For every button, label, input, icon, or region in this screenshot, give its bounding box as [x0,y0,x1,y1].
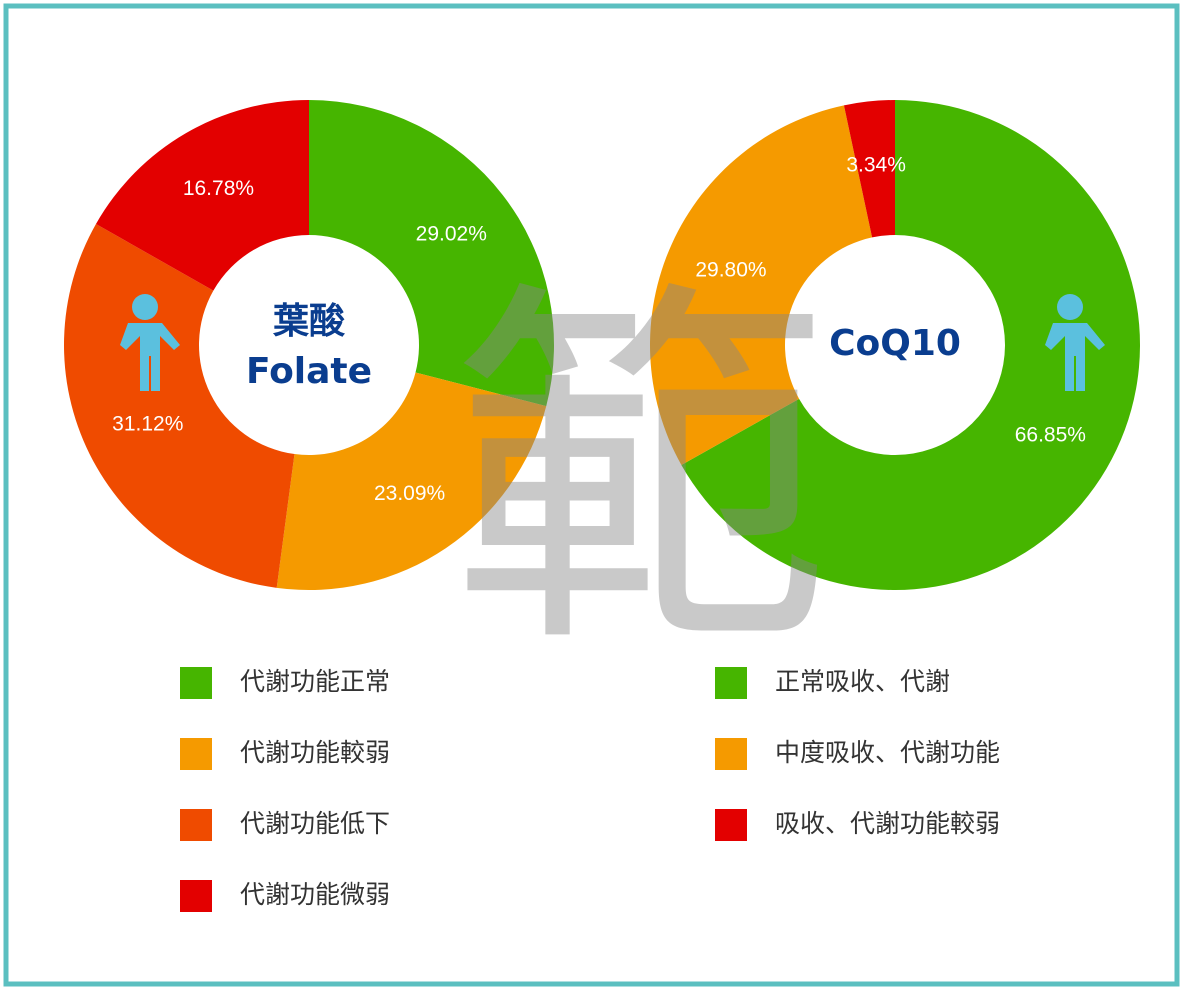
legend-swatch [180,738,212,770]
slice [309,100,555,407]
slice-label: 3.34% [846,154,906,177]
charts: 29.02% 代謝功能正常 23.09% 代謝功能較弱 31.12% 代謝功能低下 16.7… [63,100,1141,912]
legend-label: 代謝功能微弱 [240,880,390,909]
legend-swatch [180,667,212,699]
slice [650,105,873,465]
slice [276,372,547,590]
slice-label: 31.12% [112,413,183,436]
legend-label: 正常吸收、代謝 [775,667,950,696]
person-icon [1045,294,1105,391]
slice-label: 16.78% [183,177,254,200]
slice [681,100,1141,591]
person-icon [120,294,180,391]
legend-label: 代謝功能低下 [240,809,390,838]
watermark: 範 [450,251,830,694]
slice [95,100,309,291]
legend-swatch [180,809,212,841]
chart-title: CoQ10 [829,323,961,364]
slice [843,100,895,238]
legend-swatch [715,809,747,841]
legend-label: 吸收、代謝功能較弱 [775,809,1000,838]
slice [63,223,295,588]
legend-label: 中度吸收、代謝功能 [775,738,1000,767]
legend-swatch [715,738,747,770]
slice-label: 29.02% [416,222,487,245]
chart-title: 葉酸 [272,301,345,342]
legend-swatch [180,880,212,912]
slice-label: 66.85% [1015,423,1086,446]
legend-label: 代謝功能正常 [240,667,390,696]
legend-label: 代謝功能較弱 [240,738,390,767]
slice-label: 23.09% [374,482,445,505]
chart-subtitle: Folate [246,351,372,392]
legend-swatch [715,667,747,699]
slice-label: 29.80% [695,258,766,281]
